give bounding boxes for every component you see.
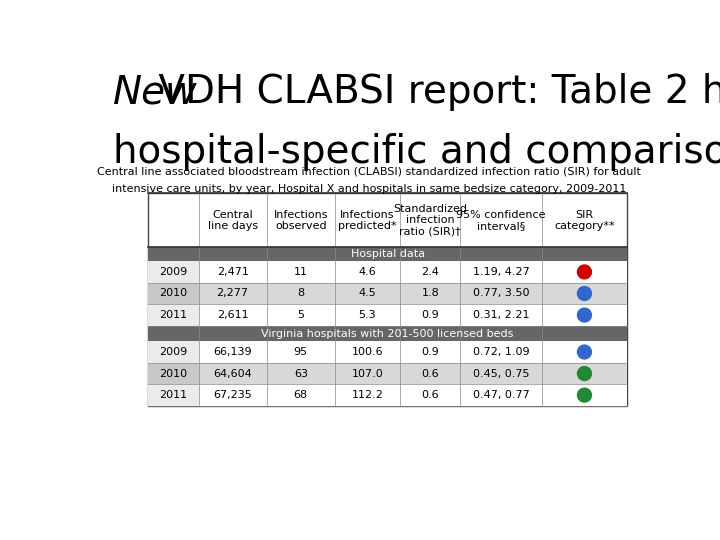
Text: 95% confidence
interval§: 95% confidence interval§ [456, 210, 546, 231]
Bar [148, 384, 199, 406]
Text: SIR
category**: SIR category** [554, 210, 615, 231]
Text: 2,611: 2,611 [217, 310, 248, 320]
Bar [148, 247, 627, 261]
Text: 2010: 2010 [159, 369, 187, 379]
Text: Virginia hospitals with 201-500 licensed beds: Virginia hospitals with 201-500 licensed… [261, 328, 514, 339]
Text: Central line associated bloodstream infection (CLABSI) standardized infection ra: Central line associated bloodstream infe… [97, 166, 641, 176]
Text: 5: 5 [297, 310, 305, 320]
Text: 2009: 2009 [159, 267, 187, 277]
Bar [148, 341, 199, 363]
Text: 2.4: 2.4 [421, 267, 439, 277]
Text: 4.6: 4.6 [359, 267, 377, 277]
Text: 2011: 2011 [159, 310, 187, 320]
Bar [148, 326, 627, 341]
Text: Central
line days: Central line days [207, 210, 258, 231]
Text: 68: 68 [294, 390, 308, 400]
Bar [148, 363, 199, 384]
Text: 2010: 2010 [159, 288, 187, 299]
Text: 11: 11 [294, 267, 308, 277]
Text: 0.31, 2.21: 0.31, 2.21 [473, 310, 529, 320]
Text: 112.2: 112.2 [351, 390, 383, 400]
Text: 0.77, 3.50: 0.77, 3.50 [473, 288, 529, 299]
Text: 0.6: 0.6 [421, 390, 439, 400]
Text: 0.6: 0.6 [421, 369, 439, 379]
Text: Standardized
infection
ratio (SIR)†: Standardized infection ratio (SIR)† [393, 204, 467, 237]
Bar [199, 363, 627, 384]
Text: New: New [113, 73, 198, 111]
Text: hospital-specific and comparison data: hospital-specific and comparison data [113, 132, 720, 171]
Text: 5.3: 5.3 [359, 310, 377, 320]
Text: Infections
observed: Infections observed [274, 210, 328, 231]
Text: 67,235: 67,235 [213, 390, 252, 400]
Text: 0.47, 0.77: 0.47, 0.77 [473, 390, 529, 400]
Text: 107.0: 107.0 [351, 369, 383, 379]
Text: 0.45, 0.75: 0.45, 0.75 [473, 369, 529, 379]
Text: 8: 8 [297, 288, 305, 299]
Bar [148, 283, 199, 304]
Circle shape [577, 388, 591, 402]
Text: 64,604: 64,604 [213, 369, 252, 379]
Circle shape [577, 308, 591, 322]
Bar [148, 261, 199, 283]
Text: 2,277: 2,277 [217, 288, 248, 299]
Bar [199, 341, 627, 363]
Bar [148, 193, 627, 406]
Circle shape [577, 265, 591, 279]
Text: 100.6: 100.6 [351, 347, 383, 357]
Text: 1.8: 1.8 [421, 288, 439, 299]
Text: 2,471: 2,471 [217, 267, 248, 277]
Circle shape [577, 345, 591, 359]
Text: Hospital data: Hospital data [351, 249, 425, 259]
Text: VDH CLABSI report: Table 2 has: VDH CLABSI report: Table 2 has [145, 73, 720, 111]
Circle shape [577, 367, 591, 381]
Text: 0.72, 1.09: 0.72, 1.09 [473, 347, 529, 357]
Text: 4.5: 4.5 [359, 288, 377, 299]
Bar [199, 283, 627, 304]
Bar [199, 304, 627, 326]
Text: 2011: 2011 [159, 390, 187, 400]
Bar [148, 304, 199, 326]
Text: 0.9: 0.9 [421, 347, 439, 357]
Text: 63: 63 [294, 369, 308, 379]
Bar [199, 261, 627, 283]
Circle shape [577, 287, 591, 300]
Text: 66,139: 66,139 [213, 347, 252, 357]
Text: 2009: 2009 [159, 347, 187, 357]
Text: Infections
predicted*: Infections predicted* [338, 210, 397, 231]
Text: 95: 95 [294, 347, 308, 357]
Text: 1.19, 4.27: 1.19, 4.27 [473, 267, 529, 277]
Bar [199, 384, 627, 406]
Text: 0.9: 0.9 [421, 310, 439, 320]
Text: intensive care units, by year, Hospital X and hospitals in same bedsize category: intensive care units, by year, Hospital … [112, 184, 626, 194]
